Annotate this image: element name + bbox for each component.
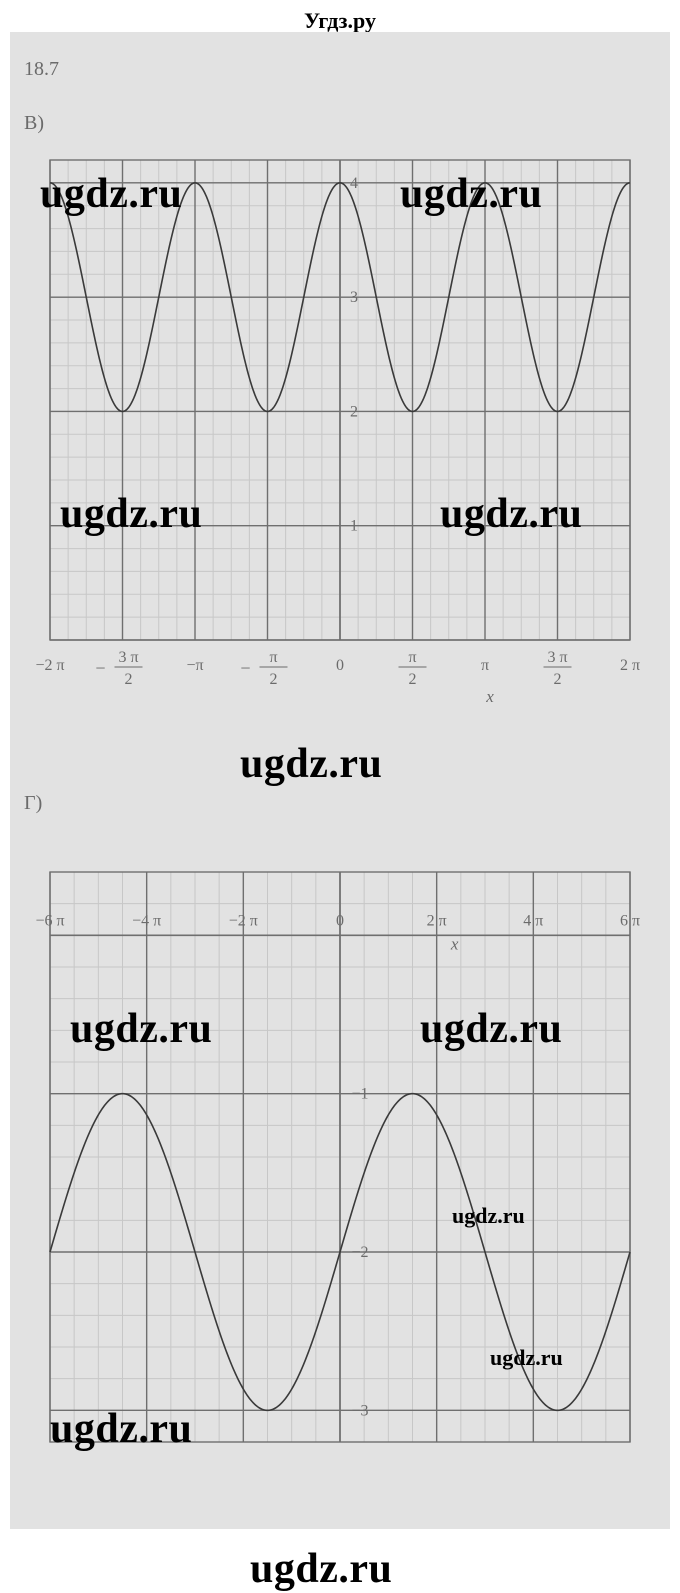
watermark: ugdz.ru xyxy=(452,1203,525,1229)
svg-text:3: 3 xyxy=(350,289,358,306)
panel-b-label: В) xyxy=(24,112,44,135)
watermark: ugdz.ru xyxy=(70,1005,212,1053)
svg-text:3 π: 3 π xyxy=(547,649,567,666)
svg-text:2 π: 2 π xyxy=(620,657,640,674)
svg-text:−6 π: −6 π xyxy=(35,912,64,929)
watermark: ugdz.ru xyxy=(50,1405,192,1453)
svg-text:3 π: 3 π xyxy=(118,649,138,666)
svg-text:0: 0 xyxy=(336,912,344,929)
svg-text:−2 π: −2 π xyxy=(229,912,258,929)
svg-text:0: 0 xyxy=(336,657,344,674)
exercise-label: 18.7 xyxy=(24,58,59,81)
svg-text:−2 π: −2 π xyxy=(35,657,64,674)
watermark: ugdz.ru xyxy=(240,740,382,788)
watermark: ugdz.ru xyxy=(40,170,182,218)
svg-text:x: x xyxy=(485,687,494,706)
svg-text:π: π xyxy=(269,649,277,666)
svg-text:x: x xyxy=(450,934,459,953)
svg-text:1: 1 xyxy=(350,518,358,535)
svg-text:2: 2 xyxy=(554,671,562,688)
svg-text:6 π: 6 π xyxy=(620,912,640,929)
site-header: Угдз.ру xyxy=(0,8,680,34)
chart-g: −6 π −4 π −2 π 0 2 π 4 π 6 π −3 −2 −1 x xyxy=(30,862,650,1462)
watermark: ugdz.ru xyxy=(420,1005,562,1053)
svg-text:π: π xyxy=(408,649,416,666)
watermark: ugdz.ru xyxy=(250,1545,392,1593)
page-root: Угдз.ру 18.7 В) −2 π 3 π 2 − −π π 2 − 0 π 2 π 3 π 2 2 … xyxy=(0,0,680,1583)
svg-text:−3: −3 xyxy=(351,1402,368,1419)
svg-text:−: − xyxy=(95,658,105,678)
svg-text:−π: −π xyxy=(186,657,203,674)
panel-g-label: Г) xyxy=(24,792,42,815)
watermark: ugdz.ru xyxy=(400,170,542,218)
svg-text:2 π: 2 π xyxy=(427,912,447,929)
svg-text:2: 2 xyxy=(125,671,133,688)
svg-text:2: 2 xyxy=(409,671,417,688)
watermark: ugdz.ru xyxy=(440,490,582,538)
watermark: ugdz.ru xyxy=(60,490,202,538)
svg-text:2: 2 xyxy=(350,403,358,420)
svg-text:π: π xyxy=(481,657,489,674)
svg-text:4: 4 xyxy=(350,175,358,192)
svg-text:−1: −1 xyxy=(351,1086,368,1103)
svg-text:−: − xyxy=(240,658,250,678)
chart-b: −2 π 3 π 2 − −π π 2 − 0 π 2 π 3 π 2 2 π 1 2 3 4 x xyxy=(30,150,650,710)
watermark: ugdz.ru xyxy=(490,1345,563,1371)
svg-text:−4 π: −4 π xyxy=(132,912,161,929)
svg-text:4 π: 4 π xyxy=(523,912,543,929)
svg-text:2: 2 xyxy=(270,671,278,688)
svg-text:−2: −2 xyxy=(351,1244,368,1261)
